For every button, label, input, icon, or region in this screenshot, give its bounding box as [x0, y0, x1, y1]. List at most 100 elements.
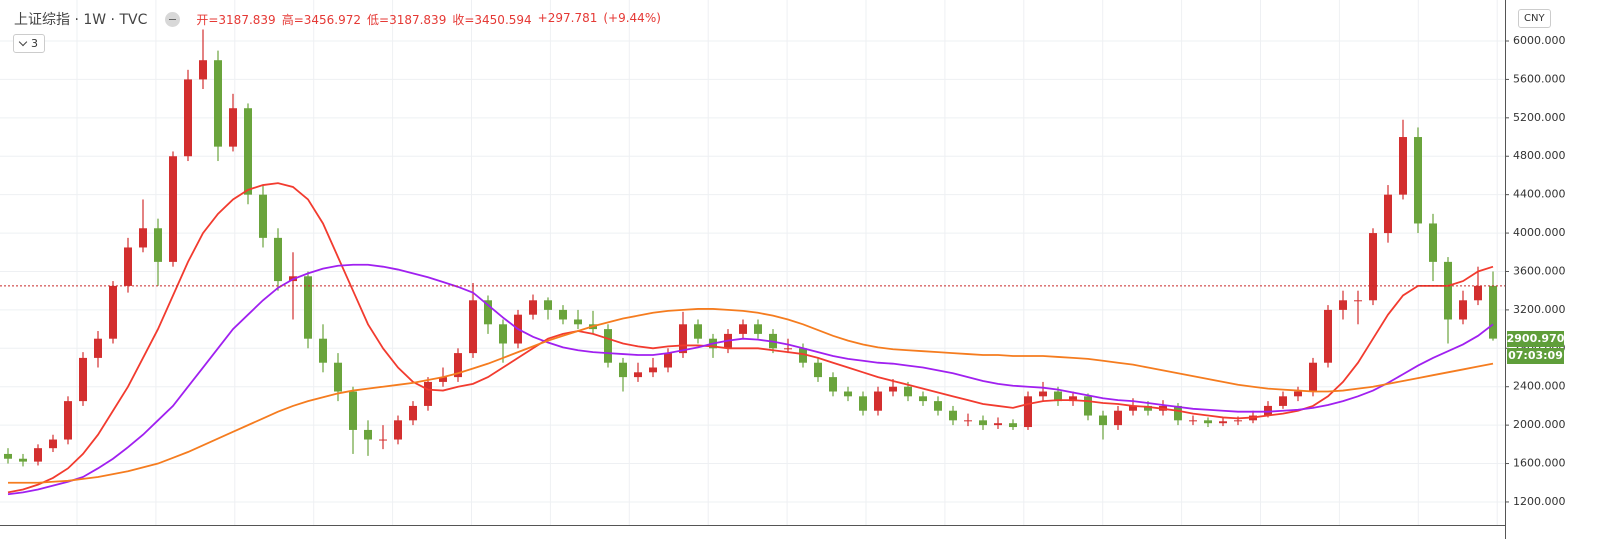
candle-body [739, 324, 747, 334]
candle-body [469, 300, 477, 354]
candle-body [859, 396, 867, 411]
candle-body [1039, 391, 1047, 397]
candle-body [1474, 285, 1482, 301]
candle-body [1399, 137, 1407, 195]
candle-body [319, 338, 327, 363]
candle-body [1099, 415, 1107, 426]
y-tick-label: 5200.000 [1513, 111, 1566, 124]
candle-body [979, 420, 987, 426]
candle-body [244, 108, 252, 195]
candle-body [4, 453, 12, 459]
candle-body [934, 401, 942, 411]
candle-body [949, 410, 957, 421]
legend-item: 低=3187.839 [367, 12, 447, 27]
candle-body [274, 237, 282, 282]
candle-body [829, 377, 837, 392]
candle-body [139, 228, 147, 248]
candle-body [1339, 300, 1347, 310]
candle-body [64, 401, 72, 440]
candle-body [919, 396, 927, 402]
candle-body [1129, 405, 1137, 411]
candle-body [1009, 423, 1017, 428]
candle-body [1114, 410, 1122, 426]
candle-body [679, 324, 687, 354]
candle-body [889, 386, 897, 392]
candle-body [124, 247, 132, 286]
candle-body [19, 458, 27, 462]
candle-body [109, 285, 117, 339]
candle-body [334, 362, 342, 392]
candle-body [304, 276, 312, 339]
moving-average [7, 182, 1494, 494]
candle-body [964, 420, 972, 422]
legend-item: 收=3450.594 [452, 12, 532, 27]
candle-body [529, 300, 537, 315]
candle-body [994, 423, 1002, 426]
candle-body [784, 348, 792, 350]
candle-body [199, 60, 207, 80]
candle-body [349, 391, 357, 430]
candle-body [409, 405, 417, 421]
candle-body [424, 381, 432, 406]
candle-body [439, 377, 447, 382]
candle-body [559, 309, 567, 320]
header: 上证综指 · 1W · TVC 开=3187.839 高=3456.972 低=31… [14, 9, 661, 29]
candle-body [1054, 391, 1062, 402]
candle-body [184, 79, 192, 157]
currency-button[interactable]: CNY [1518, 9, 1551, 28]
candle-body [379, 439, 387, 441]
candle-body [1189, 420, 1197, 422]
candle-body [169, 156, 177, 262]
y-tick-label: 5600.000 [1513, 72, 1566, 85]
candle-body [1174, 405, 1182, 421]
candle-body [49, 439, 57, 449]
candle-body [694, 324, 702, 339]
candle-body [604, 329, 612, 363]
plot-area [0, 0, 1505, 525]
moving-average [7, 263, 1494, 496]
candle-body [484, 300, 492, 325]
last-price-label: 2900.970 [1506, 330, 1565, 347]
candle-body [754, 324, 762, 334]
legend-item: 高=3456.972 [281, 12, 362, 27]
candle-body [649, 367, 657, 373]
candle-body [1204, 420, 1212, 424]
candle-body [904, 386, 912, 397]
chart-title: 上证综指 · 1W · TVC [14, 12, 148, 28]
candle-body [1279, 396, 1287, 406]
candle-body [394, 420, 402, 440]
y-tick-label: 2000.000 [1513, 418, 1566, 431]
y-tick-label: 1200.000 [1513, 495, 1566, 508]
candle-body [634, 372, 642, 378]
candle-body [1489, 285, 1497, 339]
candle-body [874, 391, 882, 411]
collapse-button[interactable] [165, 11, 181, 27]
marks [0, 29, 1505, 496]
y-tick-label: 2400.000 [1513, 380, 1566, 393]
y-tick-label: 4400.000 [1513, 188, 1566, 201]
candle-body [544, 300, 552, 310]
candle-body [499, 324, 507, 344]
ohlc-legend: 开=3187.839 高=3456.972 低=3187.839 收=3450.594… [196, 11, 661, 28]
y-tick-label: 1600.000 [1513, 457, 1566, 470]
candle-body [214, 60, 222, 147]
candle-body [1324, 309, 1332, 363]
chevron-icon [18, 37, 28, 47]
candle-body [1414, 137, 1422, 224]
y-axis: 1200.0001600.0002000.0002400.0002800.000… [1505, 34, 1566, 508]
indicators-toggle[interactable]: 3 [13, 34, 45, 53]
candle-body [1219, 421, 1227, 424]
countdown-label: 07:03:09 [1507, 347, 1564, 364]
candle-body [1429, 223, 1437, 262]
candle-body [94, 338, 102, 358]
legend-item: (+9.44%) [603, 10, 661, 25]
candle-body [814, 362, 822, 378]
candle-body [1294, 391, 1302, 397]
candle-body [259, 194, 267, 238]
legend-item: +297.781 [537, 10, 598, 25]
y-tick-label: 3200.000 [1513, 303, 1566, 316]
y-tick-label: 3600.000 [1513, 264, 1566, 277]
y-tick-label: 4800.000 [1513, 149, 1566, 162]
